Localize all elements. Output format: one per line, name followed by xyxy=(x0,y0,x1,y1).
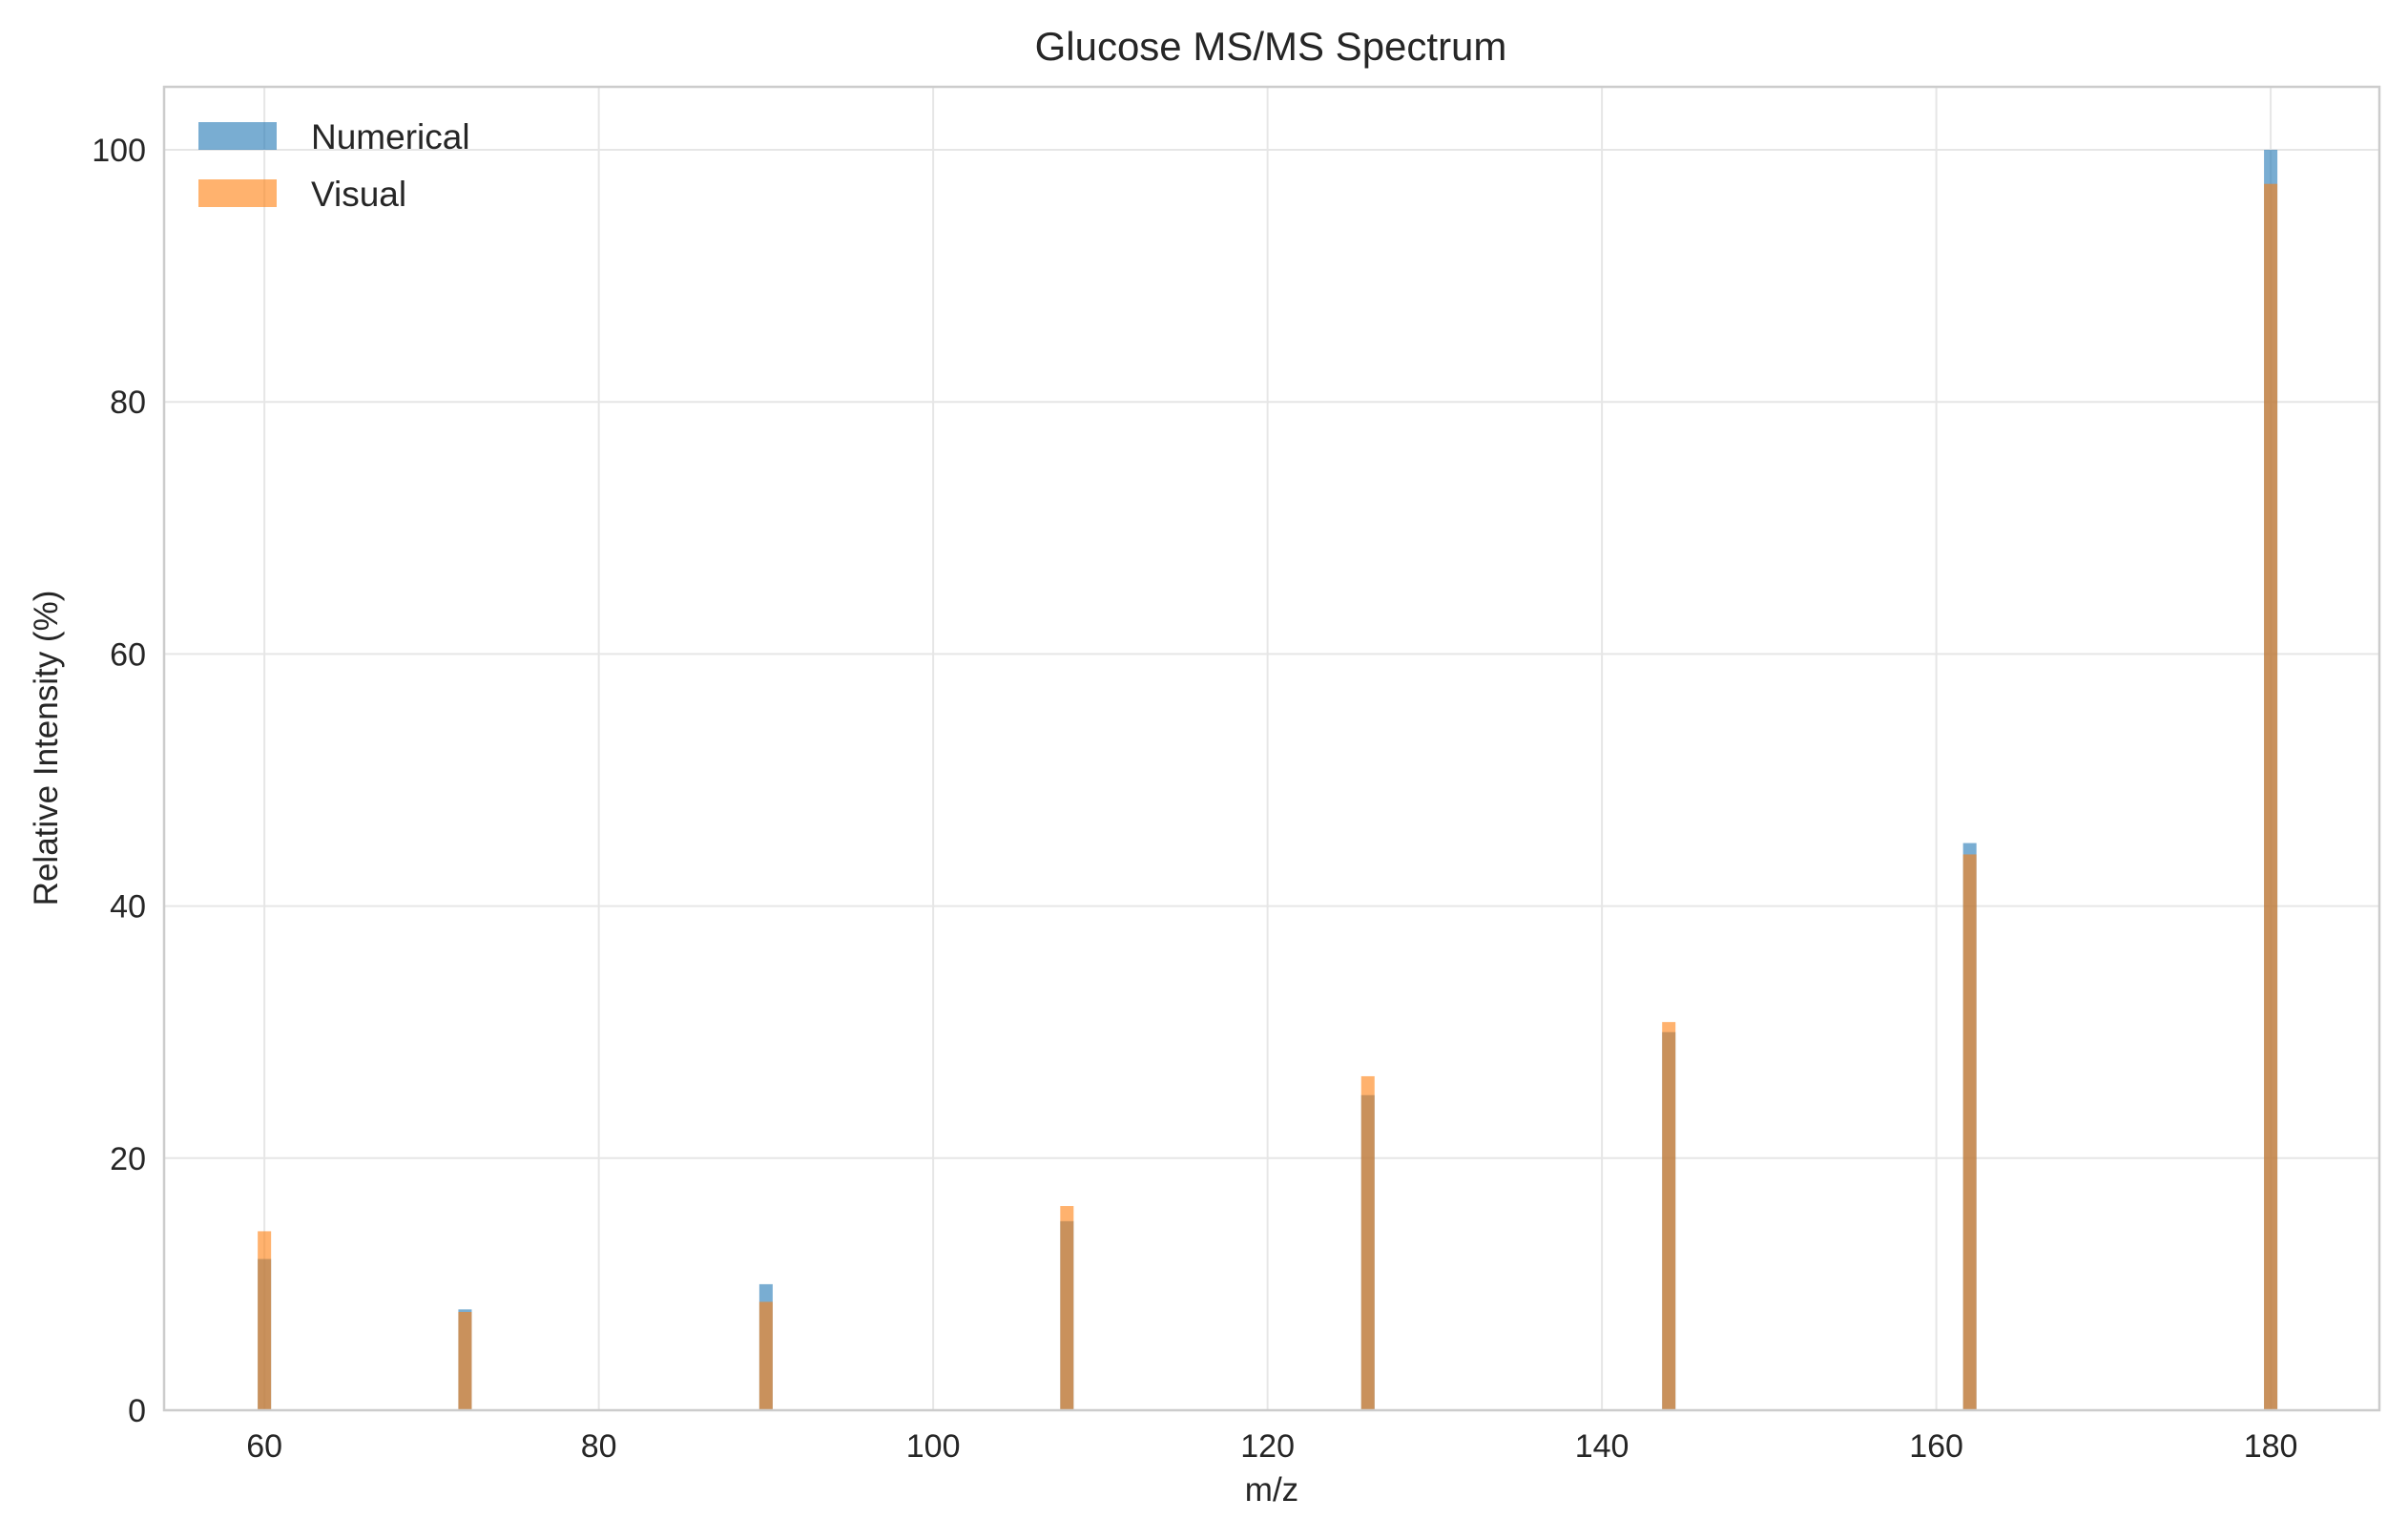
bars-layer xyxy=(258,150,2278,1411)
x-tick-label-180: 180 xyxy=(2244,1428,2298,1465)
grid-layer xyxy=(164,87,2379,1411)
bar-visual-144 xyxy=(1662,1022,1676,1410)
legend-swatch-numerical xyxy=(198,122,277,150)
legend: Numerical Visual xyxy=(198,117,470,214)
x-tick-label-120: 120 xyxy=(1240,1428,1295,1465)
x-tick-label-140: 140 xyxy=(1575,1428,1630,1465)
x-tick-label-80: 80 xyxy=(581,1428,617,1465)
legend-label-visual: Visual xyxy=(311,175,406,214)
bar-visual-90 xyxy=(758,1301,773,1410)
x-tick-label-60: 60 xyxy=(246,1428,282,1465)
legend-label-numerical: Numerical xyxy=(311,117,470,156)
y-tick-label-20: 20 xyxy=(110,1141,146,1177)
legend-swatch-visual xyxy=(198,179,277,207)
x-tick-label-100: 100 xyxy=(906,1428,961,1465)
y-tick-label-80: 80 xyxy=(110,385,146,421)
y-tick-label-0: 0 xyxy=(128,1393,146,1429)
bar-visual-108 xyxy=(1060,1206,1074,1410)
bar-visual-180 xyxy=(2264,183,2278,1410)
y-tick-labels: 0 20 40 60 80 100 xyxy=(92,133,146,1429)
y-tick-label-60: 60 xyxy=(110,636,146,673)
chart-title: Glucose MS/MS Spectrum xyxy=(1035,24,1507,69)
x-tick-labels: 60 80 100 120 140 160 180 xyxy=(246,1428,2297,1465)
y-tick-label-100: 100 xyxy=(92,133,146,169)
x-tick-label-160: 160 xyxy=(1909,1428,1963,1465)
bar-visual-162 xyxy=(1962,854,1977,1410)
bar-visual-72 xyxy=(458,1311,472,1410)
y-tick-label-40: 40 xyxy=(110,889,146,926)
y-axis-label: Relative Intensity (%) xyxy=(28,591,65,906)
bar-visual-126 xyxy=(1360,1075,1375,1410)
x-axis-label: m/z xyxy=(1245,1471,1298,1509)
bar-visual-60 xyxy=(258,1231,272,1410)
plot-frame xyxy=(162,85,2381,1412)
